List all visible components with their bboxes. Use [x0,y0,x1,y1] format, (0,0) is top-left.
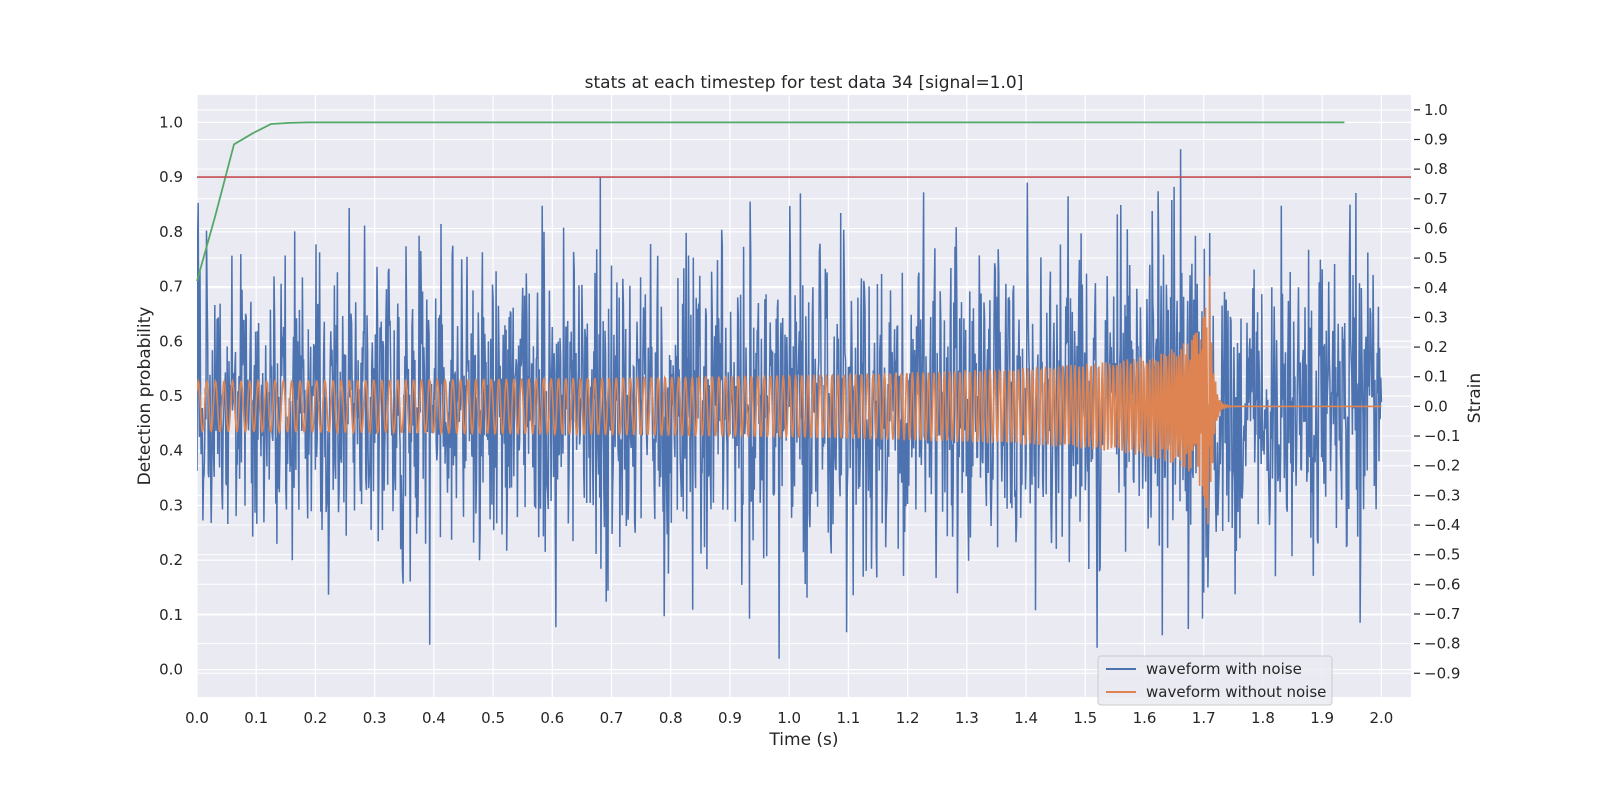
x-tick-label: 0.1 [244,709,268,727]
x-axis-ticks: 0.0 0.1 0.2 0.3 0.4 0.5 0.6 0.7 0.8 0.9 1.0 1.1 1.2 1… [185,709,1393,727]
left-tick-label: 0.9 [159,168,183,186]
x-tick-label: 1.1 [836,709,860,727]
right-tick-label: 0.0 [1424,397,1448,415]
left-tick-label: 0.1 [159,606,183,624]
x-tick-label: 0.5 [481,709,505,727]
x-tick-label: 1.2 [896,709,920,727]
legend: waveform with noise waveform without noi… [1097,655,1333,706]
x-tick-label: 0.8 [659,709,683,727]
x-tick-label: 2.0 [1369,709,1393,727]
left-tick-label: 0.3 [159,496,183,514]
series-line-probability [196,121,1345,282]
x-tick-label: 1.8 [1251,709,1275,727]
left-tick-label: 1.0 [159,113,183,131]
left-tick-label: 0.7 [159,278,183,296]
right-tick-label: −0.8 [1424,635,1460,653]
x-tick-label: 1.6 [1133,709,1157,727]
right-tick-label: −0.4 [1424,516,1460,534]
x-tick-label: 0.7 [600,709,624,727]
legend-label-noise: waveform with noise [1146,660,1302,678]
x-tick-label: 0.2 [304,709,328,727]
right-tick-label: −0.1 [1424,427,1460,445]
legend-label-clean: waveform without noise [1146,683,1326,701]
x-tick-label: 0.0 [185,709,209,727]
left-tick-label: 0.5 [159,387,183,405]
right-tick-label: 0.5 [1424,249,1448,267]
x-tick-label: 0.9 [718,709,742,727]
left-tick-label: 0.0 [159,661,183,679]
x-tick-label: 0.3 [363,709,387,727]
left-tick-label: 0.2 [159,551,183,569]
x-tick-label: 1.3 [955,709,979,727]
x-tick-label: 0.6 [540,709,564,727]
series-layer [196,121,1411,659]
right-tick-label: −0.7 [1424,605,1460,623]
right-tick-label: 0.2 [1424,338,1448,356]
left-axis-title: Detection probability [135,307,155,486]
right-tick-label: −0.3 [1424,486,1460,504]
right-tick-label: −0.2 [1424,457,1460,475]
right-tick-label: 0.8 [1424,160,1448,178]
x-tick-label: 1.0 [777,709,801,727]
right-tick-label: −0.9 [1424,664,1460,682]
right-tick-label: 0.6 [1424,219,1448,237]
right-tick-label: −0.6 [1424,575,1460,593]
chart-title: stats at each timestep for test data 34 … [585,73,1024,93]
x-tick-label: 1.5 [1073,709,1097,727]
right-tick-label: 0.3 [1424,308,1448,326]
x-tick-label: 0.4 [422,709,446,727]
x-tick-label: 1.7 [1192,709,1216,727]
series-line-clean [197,275,1382,525]
left-tick-label: 0.6 [159,332,183,350]
x-tick-label: 1.9 [1310,709,1334,727]
right-tick-label: 0.9 [1424,130,1448,148]
left-tick-label: 0.8 [159,223,183,241]
right-tick-label: 0.7 [1424,190,1448,208]
x-axis-title: Time (s) [768,730,838,750]
right-axis-title: Strain [1465,373,1485,423]
right-tick-label: 1.0 [1424,101,1448,119]
right-tick-label: 0.1 [1424,368,1448,386]
legend-box [1097,655,1333,706]
right-tick-label: −0.5 [1424,546,1460,564]
left-tick-label: 0.4 [159,442,183,460]
right-tick-label: 0.4 [1424,279,1448,297]
right-axis-ticks: −0.9 −0.8 −0.7 −0.6 −0.5 −0.4 −0.3 −0.2 −0.1 0.0 0… [1414,101,1460,682]
x-tick-label: 1.4 [1014,709,1038,727]
left-axis-ticks: 0.0 0.1 0.2 0.3 0.4 0.5 0.6 0.7 0.8 0.9 1.0 [159,113,183,678]
